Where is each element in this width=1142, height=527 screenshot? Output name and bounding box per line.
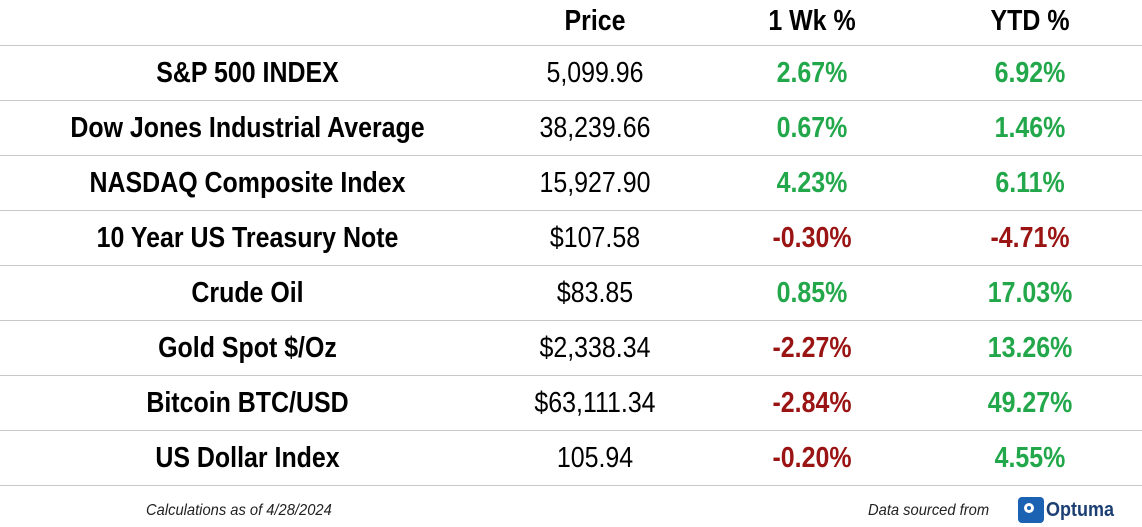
row-1wk-change: 4.23% bbox=[776, 166, 848, 199]
row-name: Crude Oil bbox=[191, 276, 304, 309]
table-row: Bitcoin BTC/USD $63,111.34 -2.84% 49.27% bbox=[0, 376, 1142, 431]
row-ytd-change: 1.46% bbox=[994, 111, 1066, 144]
table-header: Price 1 Wk % YTD % bbox=[0, 0, 1142, 46]
row-1wk-change: -0.30% bbox=[772, 221, 852, 254]
table-row: S&P 500 INDEX 5,099.96 2.67% 6.92% bbox=[0, 46, 1142, 101]
row-price: 15,927.90 bbox=[539, 166, 651, 199]
row-price: $83.85 bbox=[556, 276, 634, 309]
row-1wk-change: 2.67% bbox=[776, 56, 848, 89]
row-name: Bitcoin BTC/USD bbox=[146, 386, 349, 419]
row-name: NASDAQ Composite Index bbox=[89, 166, 406, 199]
row-name: S&P 500 INDEX bbox=[156, 56, 339, 89]
table-row: Crude Oil $83.85 0.85% 17.03% bbox=[0, 266, 1142, 321]
header-1wk: 1 Wk % bbox=[768, 5, 856, 37]
table-row: Dow Jones Industrial Average 38,239.66 0.6… bbox=[0, 101, 1142, 156]
calculation-date-note: Calculations as of 4/28/2024 bbox=[146, 502, 332, 519]
data-source-note: Data sourced from bbox=[868, 502, 990, 519]
optuma-logo: Optuma bbox=[1018, 496, 1122, 524]
row-price: 105.94 bbox=[556, 441, 634, 474]
table-row: NASDAQ Composite Index 15,927.90 4.23% 6.11… bbox=[0, 156, 1142, 211]
row-ytd-change: -4.71% bbox=[990, 221, 1070, 254]
row-name: 10 Year US Treasury Note bbox=[96, 221, 399, 254]
header-name bbox=[35, 0, 461, 45]
row-ytd-change: 17.03% bbox=[987, 276, 1073, 309]
row-ytd-change: 13.26% bbox=[987, 331, 1073, 364]
header-ytd: YTD % bbox=[990, 5, 1070, 37]
row-1wk-change: 0.67% bbox=[776, 111, 848, 144]
row-1wk-change: 0.85% bbox=[776, 276, 848, 309]
row-price: 38,239.66 bbox=[539, 111, 651, 144]
row-price: $107.58 bbox=[549, 221, 641, 254]
row-price: $63,111.34 bbox=[534, 386, 656, 419]
row-ytd-change: 49.27% bbox=[987, 386, 1073, 419]
row-ytd-change: 6.11% bbox=[995, 166, 1065, 199]
row-price: $2,338.34 bbox=[539, 331, 651, 364]
row-1wk-change: -0.20% bbox=[772, 441, 852, 474]
table-row: US Dollar Index 105.94 -0.20% 4.55% bbox=[0, 431, 1142, 486]
row-price: 5,099.96 bbox=[546, 56, 644, 89]
row-ytd-change: 4.55% bbox=[994, 441, 1066, 474]
optuma-logo-text: Optuma bbox=[1046, 498, 1115, 521]
table-row: 10 Year US Treasury Note $107.58 -0.30% -4.… bbox=[0, 211, 1142, 266]
row-name: Dow Jones Industrial Average bbox=[70, 111, 425, 144]
table-row: Gold Spot $/Oz $2,338.34 -2.27% 13.26% bbox=[0, 321, 1142, 376]
row-name: Gold Spot $/Oz bbox=[158, 331, 337, 364]
row-1wk-change: -2.27% bbox=[772, 331, 852, 364]
row-name: US Dollar Index bbox=[155, 441, 340, 474]
row-ytd-change: 6.92% bbox=[994, 56, 1066, 89]
row-1wk-change: -2.84% bbox=[772, 386, 852, 419]
optuma-logo-icon bbox=[1018, 497, 1044, 523]
header-price: Price bbox=[564, 5, 626, 37]
